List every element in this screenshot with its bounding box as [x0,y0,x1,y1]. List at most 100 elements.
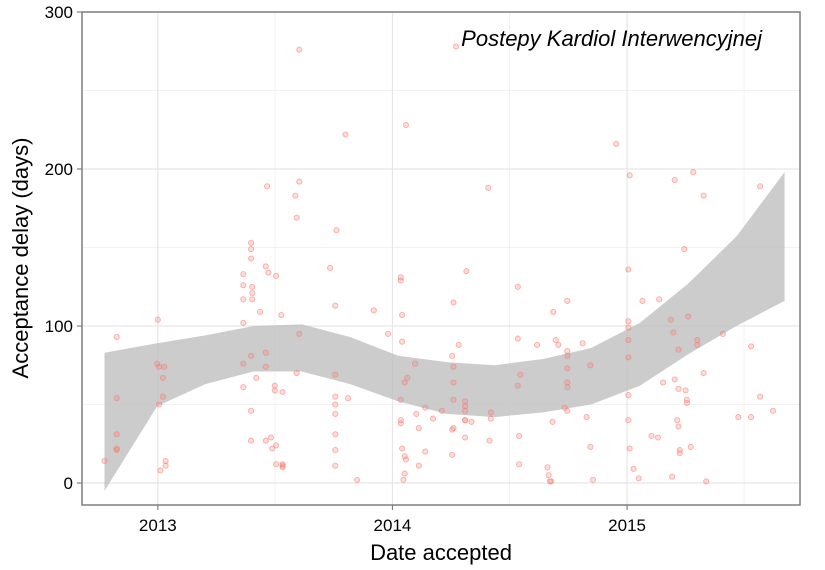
data-point [262,437,269,444]
data-point [683,399,690,406]
data-point [757,183,764,190]
data-point [735,414,742,421]
data-point [550,308,557,315]
data-point [401,453,408,460]
data-point [345,395,352,402]
data-point [273,272,280,279]
x-axis-title: Date accepted [370,540,512,565]
data-point [415,462,422,469]
data-point [279,462,286,469]
data-point [676,450,683,457]
data-point [516,432,523,439]
data-point [625,266,632,273]
data-point [370,307,377,314]
grid-major [82,11,800,505]
data-point [748,414,755,421]
data-point [544,464,551,471]
grid-minor [82,12,800,505]
data-point [635,475,642,482]
data-point [485,184,492,191]
x-axis-ticks: 2013 2014 2015 [139,505,646,535]
data-point [422,404,429,411]
data-point [534,341,541,348]
data-point [269,445,276,452]
data-point [564,365,571,372]
data-point [682,387,689,394]
data-point [463,268,470,275]
data-point [625,324,632,331]
data-point [625,392,632,399]
data-point [404,374,411,381]
data-point [422,448,429,455]
data-point [292,192,299,199]
data-point [626,172,633,179]
data-point [700,370,707,377]
data-point [156,363,163,370]
data-point [327,264,334,271]
x-tick-label: 2013 [139,516,177,535]
data-point [552,337,559,344]
data-point [462,434,469,441]
data-point [253,374,260,381]
data-point [262,263,269,270]
data-point [401,379,408,386]
data-point [703,478,710,485]
data-point [564,348,571,355]
data-point [162,462,169,469]
data-point [411,360,419,367]
data-point [401,470,408,477]
data-point [397,277,404,284]
data-point [719,330,726,337]
data-point [293,370,300,377]
y-tick-label: 300 [45,3,73,22]
data-point [397,396,404,403]
data-point [162,457,169,465]
data-point [462,403,469,410]
data-point [402,456,410,463]
data-point [296,330,303,337]
smooth-band [104,172,785,491]
data-point [486,437,493,444]
data-point [579,340,586,347]
y-axis-title: Acceptance delay (days) [8,138,33,379]
data-point [399,311,406,319]
data-point [449,426,456,433]
data-point [342,131,349,138]
data-point [450,379,457,386]
data-point [517,371,524,378]
data-point [156,401,163,408]
data-point [671,176,678,184]
x-tick-label: 2014 [374,516,412,535]
data-point [240,319,247,326]
data-point [674,417,681,424]
data-point [690,169,697,176]
data-point [265,269,272,276]
data-point [159,374,167,381]
data-point [545,472,552,479]
data-point [548,478,555,485]
data-point [675,346,682,353]
data-point [675,385,682,392]
data-point [271,387,278,394]
data-point [450,299,457,306]
data-point [748,343,755,350]
data-point [249,296,256,303]
chart-annotation: Postepy Kardiol Interwencyjnej [461,26,763,51]
data-point [240,271,247,278]
data-point [757,393,764,400]
data-point [332,431,339,438]
data-point [402,121,410,129]
y-axis-ticks: 0 100 200 300 [45,3,82,493]
data-point [262,363,269,370]
data-point [626,445,633,452]
data-point [769,407,777,414]
data-point [332,401,339,408]
data-point [462,407,469,414]
data-point [332,410,339,417]
data-point [669,473,676,480]
data-point [248,246,255,253]
data-point [564,379,571,386]
data-point [453,43,460,50]
data-point [267,434,275,441]
